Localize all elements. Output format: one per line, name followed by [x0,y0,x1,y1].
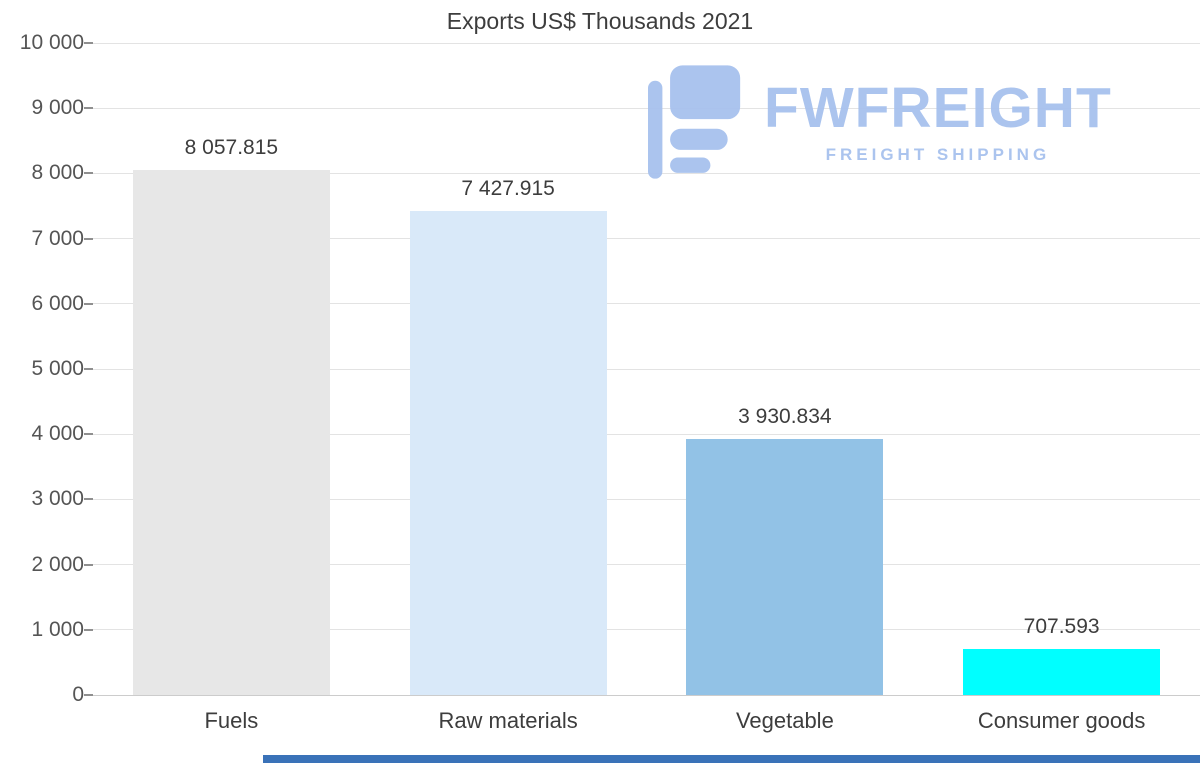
y-tick-label: 0 [72,683,84,706]
footer-strip [263,755,1200,763]
watermark-brand: FWFREIGHT [764,76,1112,140]
y-tick-label: 8 000 [31,161,84,185]
y-tick [84,368,93,370]
x-category-label: Fuels [204,708,259,733]
gridline [93,238,1200,240]
bar-consumer-goods [963,648,1161,695]
gridline [93,107,1200,109]
x-category-label: Consumer goods [977,708,1146,733]
y-axis: 10 000 9 000 8 000 7 000 6 000 5 000 4 000 3 00… [0,31,84,706]
y-tick [84,302,93,305]
y-tick-label: 6 000 [31,291,84,315]
bar-value-label: 7 427.915 [461,176,555,200]
x-category-label: Vegetable [735,708,834,733]
fwfreight-logo-icon [648,65,741,179]
y-tick-label: 7 000 [31,226,84,250]
plot-area: 8 057.815 7 427.915 3 930.834 707.593 [84,42,1200,696]
y-tick [84,498,93,501]
gridline [93,42,1200,44]
gridline [93,629,1200,631]
y-tick-label: 4 000 [31,422,84,446]
chart-title: Exports US$ Thousands 2021 [446,8,754,34]
y-tick [84,107,93,110]
bar-vegetable [686,438,884,695]
y-tick [84,433,93,436]
bar-value-label: 3 930.834 [738,404,832,428]
y-tick [84,628,93,631]
gridline [93,368,1200,370]
gridline [93,694,1200,696]
x-category-label: Raw materials [438,708,578,733]
watermark-text: FWFREIGHT FREIGHT SHIPPING [764,80,1112,165]
gridline [93,498,1200,500]
gridline [93,564,1200,566]
y-tick [84,42,93,44]
y-tick-label: 1 000 [31,617,84,641]
y-tick [84,172,93,175]
bar-fuels [132,169,330,695]
y-tick-label: 9 000 [31,96,84,120]
x-axis: Fuels Raw materials Vegetable Consumer good… [93,700,1200,745]
y-tick-label: 2 000 [31,552,84,576]
bar-value-label: 707.593 [1023,614,1100,638]
y-tick [84,694,93,696]
watermark-tagline: FREIGHT SHIPPING [825,145,1051,164]
bar-value-label: 8 057.815 [184,135,279,159]
y-tick-label: 3 000 [31,487,84,511]
y-tick-label: 5 000 [31,357,84,380]
watermark: FWFREIGHT FREIGHT SHIPPING [648,64,1112,182]
y-tick-label: 10 000 [19,31,84,54]
bar-raw-materials [409,210,607,695]
gridline [93,433,1200,435]
gridline [93,303,1200,305]
y-tick [84,237,93,240]
gridline [93,172,1200,174]
y-tick [84,563,93,566]
